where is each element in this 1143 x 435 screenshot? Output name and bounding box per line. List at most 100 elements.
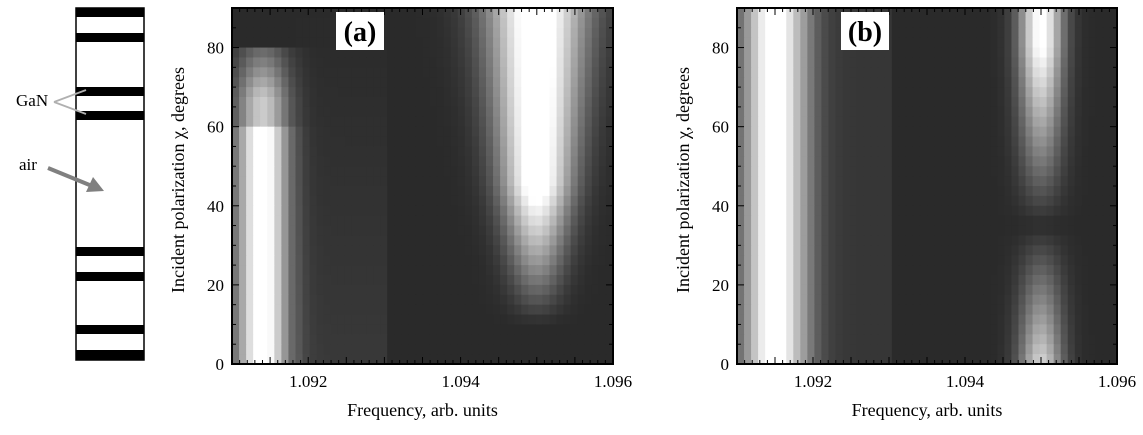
heatmap-cell <box>772 176 780 187</box>
heatmap-cell <box>380 146 388 157</box>
heatmap-cell <box>1039 324 1048 335</box>
heatmap-cell <box>1039 245 1048 256</box>
heatmap-cell <box>905 294 914 306</box>
heatmap-cell <box>969 255 977 266</box>
y-tick-label: 60 <box>712 118 729 137</box>
heatmap-cell <box>751 17 759 29</box>
heatmap-cell <box>905 284 914 296</box>
heatmap-cell <box>842 47 851 59</box>
heatmap-cell <box>239 67 247 78</box>
heatmap-cell <box>941 87 949 98</box>
heatmap-cell <box>1081 255 1090 266</box>
heatmap-cell <box>387 186 395 197</box>
heatmap-cell <box>1109 294 1118 306</box>
heatmap-cell <box>1011 146 1020 157</box>
heatmap-cell <box>962 235 970 246</box>
heatmap-cell <box>955 284 963 296</box>
heatmap-cell <box>814 97 823 108</box>
heatmap-cell <box>1060 17 1069 29</box>
heatmap-cell <box>786 304 794 316</box>
heatmap-cell <box>542 57 551 68</box>
heatmap-cell <box>912 235 921 246</box>
heatmap-cell <box>1046 255 1055 266</box>
heatmap-cell <box>281 324 290 335</box>
heatmap-cell <box>387 195 395 207</box>
heatmap-cell <box>535 334 544 345</box>
heatmap-cell <box>401 344 409 355</box>
heatmap-cell <box>422 265 431 276</box>
heatmap-cell <box>337 126 346 138</box>
heatmap-cell <box>471 284 480 296</box>
heatmap-cell <box>330 8 339 19</box>
heatmap-cell <box>793 116 801 128</box>
heatmap-cell <box>1039 265 1048 276</box>
heatmap-cell <box>1046 265 1055 276</box>
heatmap-cell <box>486 255 494 266</box>
heatmap-cell <box>401 255 409 266</box>
heatmap-cell <box>898 87 907 98</box>
heatmap-cell <box>542 8 551 19</box>
heatmap-cell <box>1004 186 1013 197</box>
heatmap-cell <box>323 275 332 286</box>
heatmap-cell <box>549 205 558 217</box>
heatmap-cell <box>584 265 593 276</box>
heatmap-cell <box>337 47 346 59</box>
heatmap-cell <box>464 87 473 98</box>
heatmap-cell <box>1011 255 1020 266</box>
heatmap-cell <box>737 324 745 335</box>
heatmap-cell <box>394 27 402 39</box>
heatmap-cell <box>962 47 970 59</box>
heatmap-cell <box>528 195 536 207</box>
heatmap-cell <box>870 255 879 266</box>
heatmap-cell <box>493 136 501 148</box>
heatmap-cell <box>948 354 956 365</box>
heatmap-cell <box>1025 324 1034 335</box>
heatmap-cell <box>1074 136 1083 148</box>
heatmap-cell <box>983 314 991 326</box>
heatmap-cell <box>436 205 445 217</box>
heatmap-cell <box>1004 215 1013 227</box>
heatmap-cell <box>1109 255 1118 266</box>
heatmap-cell <box>800 166 808 177</box>
heatmap-cell <box>344 97 353 108</box>
heatmap-cell <box>302 195 311 207</box>
heatmap-cell <box>380 344 388 355</box>
heatmap-cell <box>443 47 452 59</box>
heatmap-cell <box>239 116 247 128</box>
heatmap-cell <box>591 77 600 88</box>
heatmap-cell <box>605 205 614 217</box>
heatmap-cell <box>976 235 984 246</box>
heatmap-cell <box>598 57 607 68</box>
heatmap-cell <box>493 166 501 177</box>
heatmap-cell <box>598 166 607 177</box>
heatmap-cell <box>821 255 830 266</box>
heatmap-cell <box>1018 67 1027 78</box>
heatmap-cell <box>912 136 921 148</box>
heatmap-cell <box>941 176 949 187</box>
heatmap-cell <box>976 57 984 68</box>
heatmap-cell <box>514 77 522 88</box>
heatmap-cell <box>1060 235 1069 246</box>
gan-layer <box>76 325 144 334</box>
air-arrow-shaft <box>47 166 93 188</box>
heatmap-cell <box>316 77 325 88</box>
heatmap-cell <box>401 225 409 237</box>
heatmap-cell <box>737 136 745 148</box>
heatmap-cell <box>337 116 346 128</box>
heatmap-cell <box>983 284 991 296</box>
heatmap-cell <box>239 294 247 306</box>
heatmap-cell <box>535 205 544 217</box>
heatmap-cell <box>856 215 865 227</box>
heatmap-cell <box>577 284 586 296</box>
heatmap-cell <box>542 225 551 237</box>
heatmap-cell <box>549 8 558 19</box>
heatmap-cell <box>464 106 473 118</box>
heatmap-cell <box>401 87 409 98</box>
heatmap-cell <box>493 17 501 29</box>
heatmap-cell <box>507 215 515 227</box>
heatmap-cell <box>366 205 374 217</box>
heatmap-cell <box>751 304 759 316</box>
heatmap-cell <box>765 67 773 78</box>
heatmap-cell <box>828 156 837 167</box>
heatmap-cell <box>800 8 808 19</box>
